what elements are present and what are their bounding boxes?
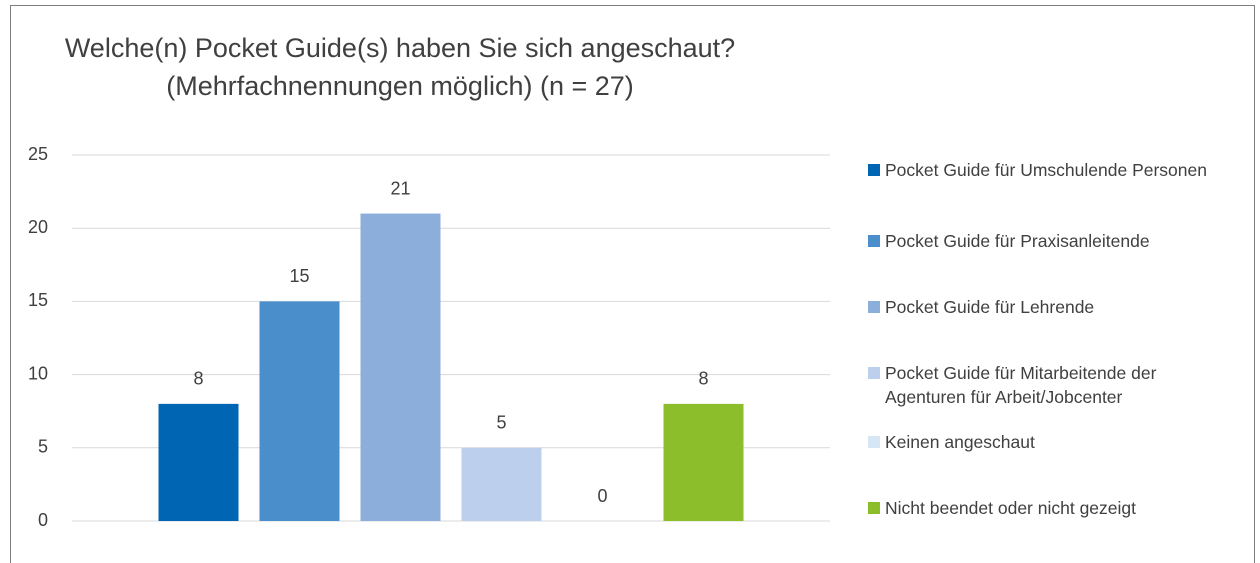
y-tick-label: 0 [38, 510, 48, 530]
legend-label: Pocket Guide für Lehrende [885, 297, 1095, 317]
data-label: 8 [193, 369, 203, 389]
legend-entry: Keinen angeschaut [868, 430, 1240, 454]
legend-label: Pocket Guide für Umschulende Personen [885, 160, 1207, 180]
legend-swatch [868, 502, 880, 514]
legend-label: Nicht beendet oder nicht gezeigt [885, 498, 1136, 518]
bar [259, 301, 340, 521]
legend-entry: Pocket Guide für Praxisanleitende [868, 229, 1240, 253]
y-tick-label: 10 [28, 363, 48, 383]
data-label: 0 [597, 486, 607, 506]
y-tick-label: 15 [28, 290, 48, 310]
legend-entry: Nicht beendet oder nicht gezeigt [868, 496, 1240, 520]
legend-entry: Pocket Guide für Umschulende Personen [868, 158, 1240, 182]
legend-label: Pocket Guide für Praxisanleitende [885, 231, 1150, 251]
data-label: 5 [496, 413, 506, 433]
legend-label: Pocket Guide für Mitarbeitende der Agent… [885, 363, 1157, 407]
legend-swatch [868, 235, 880, 247]
legend-label: Keinen angeschaut [885, 432, 1035, 452]
y-tick-label: 25 [28, 144, 48, 164]
data-label: 8 [698, 369, 708, 389]
legend-entry: Pocket Guide für Lehrende [868, 295, 1240, 319]
legend-entry: Pocket Guide für Mitarbeitende der Agent… [868, 361, 1240, 409]
bar [158, 403, 239, 521]
data-label: 21 [390, 178, 410, 198]
bar [663, 403, 744, 521]
bar [461, 447, 542, 521]
legend-swatch [868, 164, 880, 176]
chart-border [10, 5, 1255, 563]
y-tick-label: 5 [38, 437, 48, 457]
chart-subtitle: (Mehrfachnennungen möglich) (n = 27) [166, 71, 634, 101]
legend-swatch [868, 301, 880, 313]
y-tick-label: 20 [28, 217, 48, 237]
data-label: 15 [289, 266, 309, 286]
legend-swatch [868, 436, 880, 448]
legend-swatch [868, 367, 880, 379]
bar [360, 213, 441, 521]
chart-title: Welche(n) Pocket Guide(s) haben Sie sich… [65, 33, 735, 63]
